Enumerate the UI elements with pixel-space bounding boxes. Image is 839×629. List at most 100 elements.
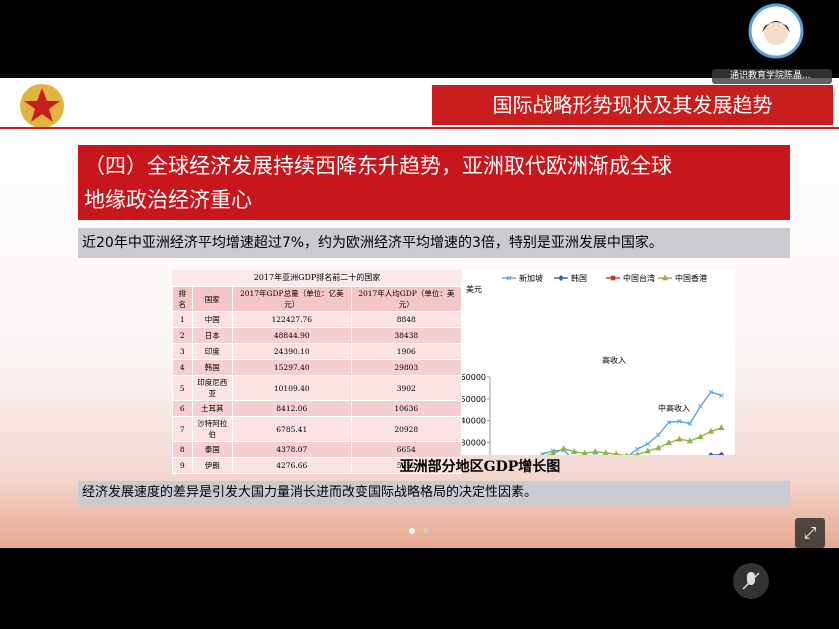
table: 排名 国家 2017年GDP总量（单位：亿美元） 2017年人均GDP（单位：美元） 1…: [172, 286, 463, 474]
marker: [677, 418, 682, 424]
table-cell: 日本: [191, 327, 234, 344]
table-row: 7 沙特阿拉伯 6785.41 20928: [172, 416, 463, 442]
section-title-line: 地缘政治经济重心: [84, 188, 252, 212]
table-cell: 5252: [350, 457, 463, 474]
y-tick-label: 30000: [462, 439, 486, 448]
header-rule: [0, 127, 839, 129]
table-cell: 沙特阿拉伯: [191, 416, 234, 442]
marker: [666, 420, 672, 425]
series-line: [539, 391, 722, 455]
table-cell: 韩国: [191, 359, 234, 376]
table-header-cell: 2017年GDP总量（单位：亿美元）: [232, 286, 352, 312]
legend-label: 新加坡: [519, 273, 543, 283]
chart: 美元 高收入 中高收入 0100002000030000400005000060…: [462, 270, 735, 455]
table-cell: 10109.40: [232, 375, 352, 401]
marker: [557, 274, 565, 282]
marker: [697, 433, 704, 440]
marker: [676, 435, 683, 442]
marker: [625, 452, 629, 455]
marker: [645, 441, 651, 447]
marker: [635, 451, 640, 455]
legend-label: 中国香港: [675, 273, 707, 283]
marker: [718, 424, 725, 431]
marker: [610, 275, 616, 281]
marker: [592, 448, 599, 454]
table-header-cell: 排名: [172, 286, 193, 312]
marker: [613, 450, 619, 455]
marker: [719, 393, 724, 398]
table-row: 5 印度尼西亚 10109.40 3902: [172, 375, 463, 401]
table-header-cell: 2017年人均GDP（单位：美元）: [350, 286, 463, 312]
marker: [718, 451, 725, 455]
marker: [581, 449, 588, 455]
marker: [661, 274, 669, 281]
table-cell: 1906: [350, 343, 463, 360]
table-cell: 8848: [350, 311, 463, 328]
table-cell: 印度尼西亚: [191, 375, 234, 401]
section-title-line: （四）全球经济发展持续西降东升趋势，亚洲取代欧洲渐成全球: [84, 154, 672, 178]
page-dots[interactable]: [405, 526, 435, 536]
marker: [655, 432, 661, 438]
legend-label: 中国台湾: [623, 273, 655, 283]
table-cell: 7: [172, 416, 193, 442]
table-cell: 10636: [350, 400, 463, 417]
annotation: 高收入: [602, 355, 626, 365]
subtitle: 近20年中亚洲经济平均增速超过7%，约为欧洲经济平均增速的3倍，特别是亚洲发展中…: [78, 228, 790, 258]
marker: [550, 450, 556, 455]
y-tick-label: 60000: [462, 373, 486, 382]
table-cell: 29803: [350, 359, 463, 376]
section-title: （四）全球经济发展持续西降东升趋势，亚洲取代欧洲渐成全球 地缘政治经济重心: [78, 145, 790, 220]
emblem: [20, 84, 64, 128]
slide: 国际战略形势现状及其发展趋势 （四）全球经济发展持续西降东升趋势，亚洲取代欧洲渐…: [0, 78, 839, 548]
table-row: 2 日本 48844.90 38438: [172, 327, 463, 344]
marker: [644, 447, 651, 454]
chart-bg: [462, 270, 735, 455]
marker: [665, 439, 673, 446]
table-row: 6 土耳其 8412.06 10636: [172, 400, 463, 417]
marker: [506, 275, 512, 281]
table-cell: 3: [172, 343, 193, 360]
marker: [560, 445, 567, 451]
table-cell: 8412.06: [232, 400, 352, 417]
table-cell: 6654: [350, 441, 463, 458]
table-cell: 伊朗: [191, 457, 234, 474]
marker: [707, 427, 715, 434]
marker: [634, 446, 640, 452]
table-cell: 3902: [350, 375, 463, 401]
table-cell: 48844.90: [232, 327, 352, 344]
marker: [687, 421, 693, 427]
table-row: 3 印度 24390.10 1906: [172, 343, 463, 360]
table-row: 8 泰国 4378.07 6654: [172, 441, 463, 458]
conclusion: 经济发展速度的差异是引发大国力量消长进而改变国际战略格局的决定性因素。: [78, 481, 790, 505]
table-row: 4 韩国 15297.40 29803: [172, 359, 463, 376]
y-label: 美元: [466, 284, 482, 294]
table-cell: 中国: [191, 311, 234, 328]
fullscreen-button[interactable]: ⤢: [795, 518, 825, 548]
table-cell: 8: [172, 441, 193, 458]
table-cell: 土耳其: [191, 400, 234, 417]
participant-name: 通识教育学院陈晶...: [712, 69, 832, 84]
table-cell: 20928: [350, 416, 463, 442]
marker: [708, 452, 714, 455]
table-cell: 4378.07: [232, 441, 352, 458]
avatar: [748, 3, 804, 59]
mic-button[interactable]: [732, 562, 770, 600]
table-cell: 6: [172, 400, 193, 417]
table-row: 1 中国 122427.76 8848: [172, 311, 463, 328]
marker: [655, 444, 662, 451]
header-title: 国际战略形势现状及其发展趋势: [432, 85, 833, 125]
caption: 亚洲部分地区GDP增长图: [399, 459, 561, 475]
marker: [708, 389, 714, 395]
table-cell: 15297.40: [232, 359, 352, 376]
annotation: 中高收入: [658, 403, 690, 413]
gdp-table: 2017年亚洲GDP排名前二十的国家 排名 国家 2017年GDP总量（单位：亿美元…: [172, 270, 463, 474]
table-cell: 24390.10: [232, 343, 352, 360]
marker: [602, 449, 609, 455]
marker: [698, 403, 703, 409]
legend-label: 韩国: [571, 273, 587, 283]
marker: [592, 453, 598, 455]
table-cell: 6785.41: [232, 416, 352, 442]
marker: [571, 448, 578, 454]
table-header-cell: 国家: [191, 286, 234, 312]
